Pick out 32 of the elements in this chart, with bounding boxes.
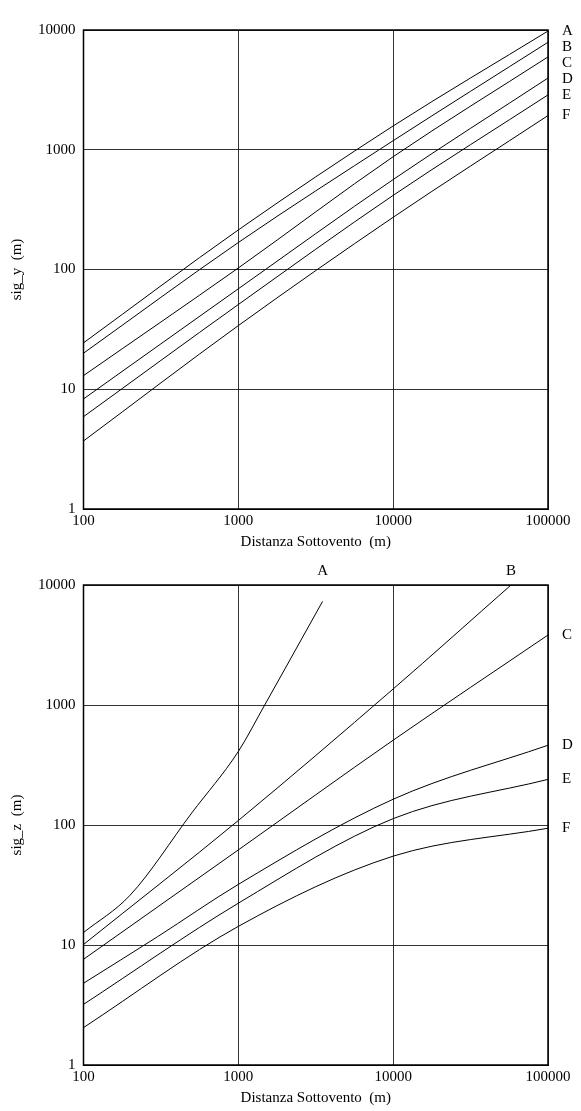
x-axis-title: Distanza Sottovento (m) <box>240 1088 391 1106</box>
y-axis-title: sig_y (m) <box>7 238 25 301</box>
y-tick-label: 10000 <box>38 575 76 592</box>
x-tick-label: 100000 <box>525 1067 571 1084</box>
x-tick-label: 10000 <box>374 511 412 528</box>
series-label: D <box>562 736 573 753</box>
y-tick-label: 100 <box>53 815 76 832</box>
x-tick-label: 10000 <box>374 1067 412 1084</box>
y-tick-label: 100 <box>53 260 76 277</box>
series-label: F <box>562 819 571 836</box>
x-tick-label: 1000 <box>223 1067 254 1084</box>
x-axis-title: Distanza Sottovento (m) <box>240 532 391 550</box>
series-label: C <box>562 625 573 642</box>
series-label: F <box>562 106 571 123</box>
y-tick-label: 10 <box>60 380 76 397</box>
series-label: A <box>562 21 573 38</box>
y-tick-label: 1000 <box>45 140 76 157</box>
series-label: B <box>506 561 517 578</box>
series-label: D <box>562 69 573 86</box>
x-tick-label: 100000 <box>525 511 571 528</box>
series-label: B <box>562 37 573 54</box>
series-label: E <box>562 85 572 102</box>
series-label: C <box>562 53 573 70</box>
y-tick-label: 10 <box>60 935 76 952</box>
y-tick-label: 1 <box>68 1055 76 1072</box>
y-tick-label: 1 <box>68 499 76 516</box>
series-label: E <box>562 770 572 787</box>
series-label: A <box>317 561 329 578</box>
y-axis-title: sig_z (m) <box>7 794 25 856</box>
x-tick-label: 1000 <box>223 511 254 528</box>
y-tick-label: 1000 <box>45 695 76 712</box>
y-tick-label: 10000 <box>38 20 76 37</box>
